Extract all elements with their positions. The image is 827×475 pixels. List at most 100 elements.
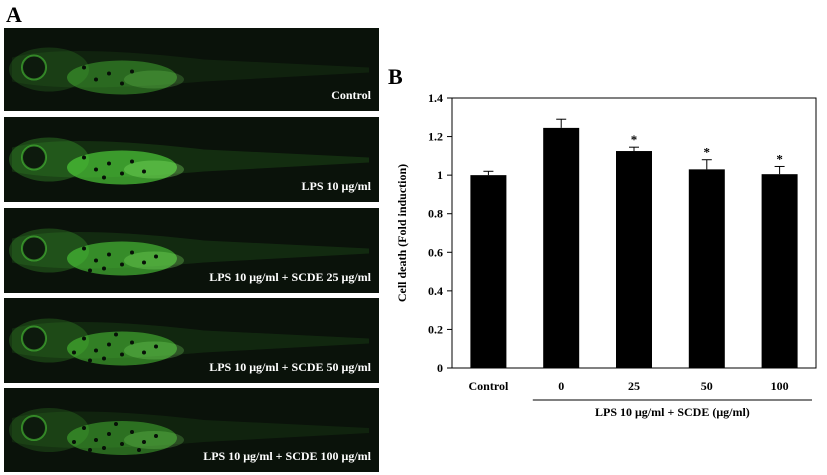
bar — [688, 169, 725, 368]
pigment-spot — [142, 350, 146, 355]
x-tick-label: Control — [469, 379, 509, 393]
pigment-spot — [102, 356, 106, 361]
larva — [9, 408, 369, 455]
pigment-spot — [94, 167, 98, 172]
pigment-spot — [130, 69, 134, 74]
pigment-spot — [102, 266, 106, 271]
significance-marker: * — [776, 151, 783, 166]
larva-body — [12, 411, 369, 448]
pigment-spot — [154, 434, 158, 438]
pigment-spot — [82, 426, 86, 430]
larva-yolk — [67, 241, 177, 276]
larva-yolk — [67, 421, 177, 455]
pigment-spot — [107, 432, 111, 436]
larva — [9, 228, 369, 276]
larva-yolk-highlight — [124, 160, 184, 179]
fish-image-graphic — [9, 408, 369, 455]
bar — [543, 127, 580, 369]
y-tick-label: 0 — [437, 361, 443, 375]
pigment-spot — [88, 448, 92, 452]
pigment-spot — [130, 159, 134, 164]
pigment-spot — [88, 358, 92, 363]
larva-eye — [21, 144, 47, 171]
larva-yolk — [67, 60, 177, 95]
pigment-spot — [72, 440, 76, 444]
fish-image-label: LPS 10 μg/ml + SCDE 50 μg/ml — [209, 360, 371, 374]
pigment-spot — [102, 446, 106, 450]
larva-eye — [21, 325, 47, 352]
fish-image-scde-100: LPS 10 μg/ml + SCDE 100 μg/ml — [4, 388, 379, 472]
fish-image-graphic — [9, 228, 369, 276]
pigment-spot — [88, 268, 92, 273]
fish-image-scde-25: LPS 10 μg/ml + SCDE 25 μg/ml — [4, 208, 379, 293]
fish-image-control: Control — [4, 28, 379, 111]
pigment-spot — [114, 422, 118, 426]
fish-image-label: Control — [331, 88, 371, 102]
x-tick-label: 25 — [628, 379, 640, 393]
pigment-spot — [154, 254, 158, 259]
pigment-spot — [82, 65, 86, 70]
larva-yolk — [67, 150, 177, 185]
pigment-spot — [94, 258, 98, 263]
significance-marker: * — [631, 132, 638, 147]
larva — [9, 47, 369, 95]
bar — [470, 175, 507, 368]
larva-eye — [21, 54, 47, 81]
larva-yolk-highlight — [124, 341, 184, 360]
fish-image-graphic — [9, 47, 369, 95]
y-tick-label: 0.8 — [428, 207, 443, 221]
pigment-spot — [142, 260, 146, 265]
larva-yolk-highlight — [124, 431, 184, 449]
y-tick-label: 1.2 — [428, 130, 443, 144]
fish-image-graphic — [9, 318, 369, 366]
fish-image-label: LPS 10 μg/ml + SCDE 100 μg/ml — [203, 449, 371, 463]
pigment-spot — [82, 246, 86, 251]
larva-yolk-highlight — [124, 70, 184, 89]
fish-image-label: LPS 10 μg/ml — [301, 179, 371, 193]
panel-a-letter: A — [6, 2, 22, 27]
y-tick-label: 1.4 — [428, 91, 443, 105]
pigment-spot — [82, 155, 86, 160]
larva-eye — [21, 235, 47, 262]
larva-yolk — [67, 331, 177, 366]
fish-image-lps: LPS 10 μg/ml — [4, 117, 379, 202]
x-group-label: LPS 10 μg/ml + SCDE (μg/ml) — [595, 405, 750, 419]
pigment-spot — [120, 81, 124, 86]
pigment-spot — [94, 77, 98, 82]
fish-image-label: LPS 10 μg/ml + SCDE 25 μg/ml — [209, 270, 371, 284]
pigment-spot — [114, 332, 118, 337]
pigment-spot — [102, 175, 106, 180]
pigment-spot — [120, 352, 124, 357]
pigment-spot — [72, 350, 76, 355]
pigment-spot — [137, 448, 141, 452]
larva-yolk-highlight — [124, 251, 184, 270]
x-tick-label: 50 — [701, 379, 713, 393]
pigment-spot — [120, 262, 124, 267]
pigment-spot — [94, 438, 98, 442]
pigment-spot — [142, 440, 146, 444]
larva — [9, 137, 369, 185]
significance-marker: * — [704, 145, 711, 160]
y-axis-label: Cell death (Fold induction) — [395, 164, 409, 302]
larva-eye — [21, 415, 47, 441]
bar — [616, 151, 652, 368]
pigment-spot — [107, 252, 111, 257]
bar — [761, 174, 798, 368]
pigment-spot — [130, 250, 134, 255]
pigment-spot — [107, 342, 111, 347]
pigment-spot — [107, 161, 111, 166]
fish-image-graphic — [9, 137, 369, 185]
y-tick-label: 0.2 — [428, 322, 443, 336]
pigment-spot — [120, 171, 124, 176]
pigment-spot — [94, 348, 98, 353]
fish-image-scde-50: LPS 10 μg/ml + SCDE 50 μg/ml — [4, 298, 379, 383]
x-tick-label: 0 — [558, 379, 564, 393]
pigment-spot — [120, 442, 124, 446]
pigment-spot — [130, 340, 134, 345]
pigment-spot — [154, 344, 158, 349]
y-tick-label: 1 — [437, 168, 443, 182]
larva-body — [12, 50, 369, 88]
panel-b-letter: B — [388, 64, 403, 89]
pigment-spot — [82, 336, 86, 341]
